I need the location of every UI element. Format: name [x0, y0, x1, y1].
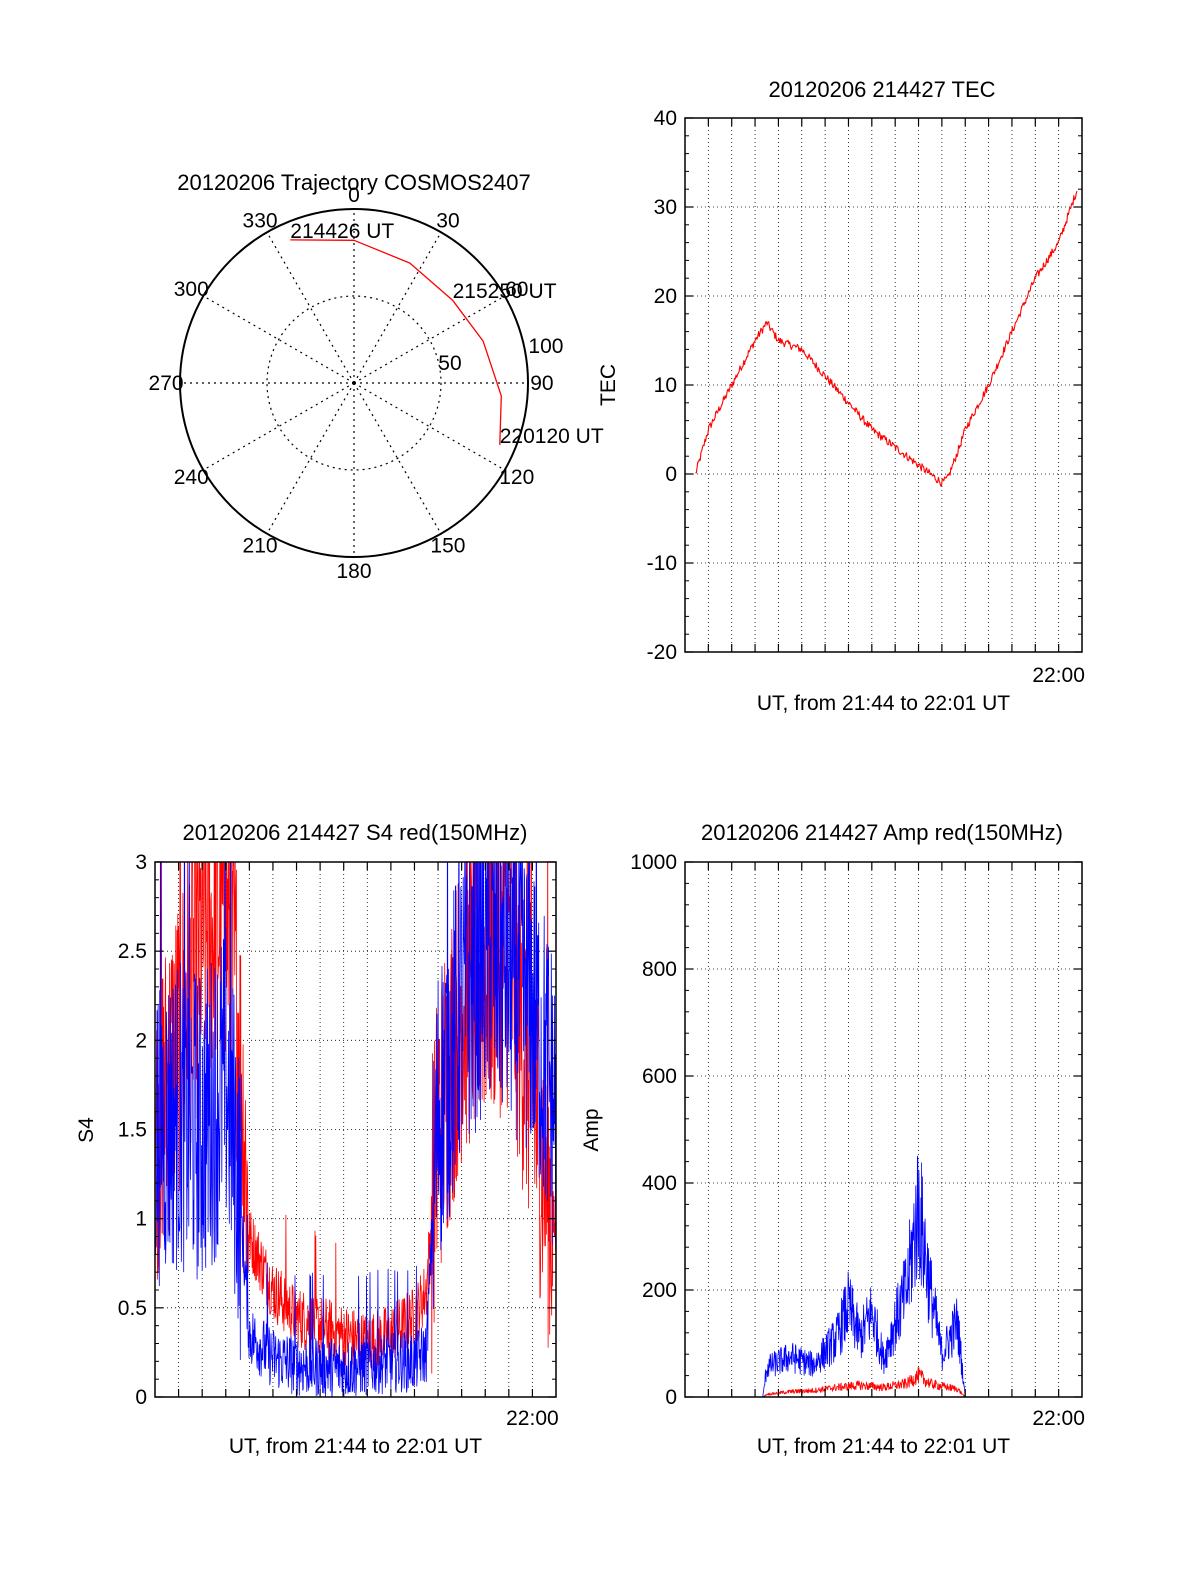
polar-grid: [179, 208, 529, 558]
polar-spoke: [353, 382, 505, 471]
polar-radius-labels: 50 100: [438, 335, 563, 375]
polar-time-annotation: 215250 UT: [453, 280, 557, 303]
tec-y-tick-label: 20: [654, 285, 677, 308]
tec-y-tick-label: 10: [654, 374, 677, 397]
amp-series: [685, 1155, 1082, 1397]
polar-spoke: [266, 232, 355, 384]
polar-outer-ring: [179, 208, 529, 558]
polar-angle-label: 30: [436, 209, 459, 232]
tec-y-tick-label: -20: [647, 641, 677, 664]
polar-angle-label: 150: [430, 535, 465, 558]
polar-spoke: [266, 382, 355, 534]
tec-y-tick-label: -10: [647, 552, 677, 575]
amp-title: 20120206 214427 Amp red(150MHz): [701, 820, 1063, 845]
polar-spoke: [353, 232, 442, 384]
amp-y-tick-label: 200: [642, 1279, 677, 1302]
tec-grid: [685, 118, 1082, 652]
s4-series-line: [155, 862, 556, 1397]
polar-trajectory-line: [290, 239, 502, 445]
polar-angle-label: 270: [149, 372, 184, 395]
polar-time-annotation: 220120 UT: [500, 425, 604, 448]
polar-angle-label: 0: [348, 184, 360, 207]
s4-y-tick-label: 0.5: [118, 1297, 147, 1320]
s4-x-ticks: 22:00: [177, 862, 559, 1430]
polar-spoke: [203, 382, 355, 471]
amp-x-tick-label: 22:00: [1032, 1407, 1085, 1430]
tec-series-line: [695, 191, 1078, 487]
amp-series-line: [685, 1367, 1082, 1397]
amp-y-tick-label: 800: [642, 958, 677, 981]
tec-y-ticks: -20 -10 0 10 20 30 40: [647, 107, 1082, 664]
polar-angle-label: 120: [499, 466, 534, 489]
s4-y-tick-label: 1: [135, 1208, 147, 1231]
s4-y-tick-label: 0: [135, 1386, 147, 1409]
polar-angle-label: 300: [174, 278, 209, 301]
amp-frame: [684, 861, 1083, 1398]
polar-angle-label: 240: [174, 466, 209, 489]
polar-angle-label: 60: [505, 278, 528, 301]
tec-y-axis-label: TEC: [597, 364, 620, 406]
polar-radius-label: 100: [528, 335, 563, 358]
amp-panel: 20120206 214427 Amp red(150MHz) 0 200 400 6…: [580, 820, 1085, 1458]
tec-y-tick-label: 40: [654, 107, 677, 130]
polar-angle-label: 90: [530, 372, 553, 395]
polar-annotations: 214426 UT 215250 UT 220120 UT: [290, 220, 604, 448]
polar-spoke: [203, 295, 355, 384]
amp-grid: [685, 862, 1082, 1397]
amp-y-tick-label: 0: [665, 1386, 677, 1409]
s4-y-tick-label: 2.5: [118, 940, 147, 963]
polar-angle-label: 210: [243, 535, 278, 558]
trajectory-polar-panel: 20120206 Trajectory COSMOS2407 0 30 60 90 12…: [149, 170, 604, 583]
s4-title: 20120206 214427 S4 red(150MHz): [183, 820, 528, 845]
tec-frame: [684, 117, 1083, 653]
polar-angle-labels: 0 30 60 90 120 150 180 210 240 270 300 330: [149, 184, 554, 583]
s4-x-axis-label: UT, from 21:44 to 22:01 UT: [229, 1435, 482, 1458]
tec-x-ticks: 22:00: [707, 118, 1085, 687]
amp-y-tick-label: 600: [642, 1065, 677, 1088]
s4-panel: 20120206 214427 S4 red(150MHz) 0 0.5 1 1.5 2…: [75, 820, 559, 1458]
s4-y-tick-label: 1.5: [118, 1119, 147, 1142]
polar-angle-label: 330: [243, 209, 278, 232]
tec-y-tick-label: 0: [665, 463, 677, 486]
amp-y-ticks: 0 200 400 600 800 1000: [630, 851, 1082, 1409]
amp-x-axis-label: UT, from 21:44 to 22:01 UT: [757, 1435, 1010, 1458]
tec-series: [695, 191, 1078, 487]
polar-angle-label: 180: [336, 560, 371, 583]
tec-x-tick-label: 22:00: [1032, 664, 1085, 687]
polar-trajectory: [290, 239, 502, 445]
s4-y-ticks: 0 0.5 1 1.5 2 2.5 3: [118, 851, 556, 1409]
amp-series-line: [685, 1155, 1082, 1397]
amp-y-tick-label: 400: [642, 1172, 677, 1195]
polar-radius-label: 50: [438, 352, 461, 375]
tec-panel: 20120206 214427 TEC -20 -10 0 10 20 30 40 22:0…: [597, 77, 1085, 715]
amp-y-tick-label: 1000: [630, 851, 677, 874]
s4-y-axis-label: S4: [75, 1117, 98, 1143]
amp-y-axis-label: Amp: [580, 1108, 603, 1151]
tec-title: 20120206 214427 TEC: [768, 77, 995, 102]
polar-radius-ring: [266, 295, 442, 471]
polar-spoke: [353, 295, 505, 384]
polar-title: 20120206 Trajectory COSMOS2407: [177, 170, 530, 195]
tec-y-tick-label: 30: [654, 196, 677, 219]
s4-x-tick-label: 22:00: [506, 1407, 559, 1430]
s4-y-tick-label: 3: [135, 851, 147, 874]
s4-grid: [155, 862, 556, 1397]
s4-y-tick-label: 2: [135, 1029, 147, 1052]
amp-x-ticks: 22:00: [707, 862, 1085, 1430]
s4-series: [155, 862, 556, 1397]
polar-time-annotation: 214426 UT: [290, 220, 394, 243]
polar-spoke: [353, 382, 442, 534]
tec-x-axis-label: UT, from 21:44 to 22:01 UT: [757, 692, 1010, 715]
